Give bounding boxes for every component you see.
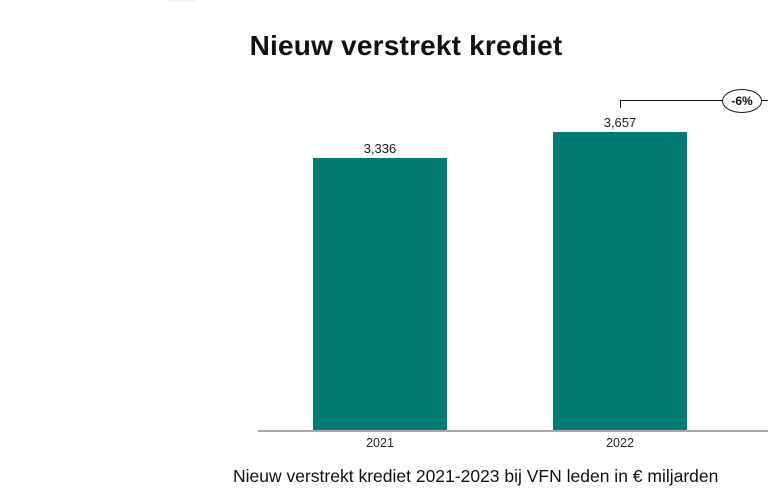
bar-value-label-2022: 3,657 <box>603 115 637 130</box>
change-bracket-line <box>620 100 768 101</box>
x-axis-line <box>258 430 768 432</box>
x-tick-label-2021: 2021 <box>366 436 394 450</box>
bar-value-label-2021: 3,336 <box>363 141 397 156</box>
chart-title: Nieuw verstrekt krediet <box>249 30 563 61</box>
change-percent-badge: -6% <box>722 89 762 113</box>
bar-2021 <box>313 158 447 430</box>
change-bracket-tick <box>620 100 621 108</box>
top-edge-artifact <box>168 0 196 2</box>
bar-2022 <box>553 132 687 430</box>
chart-caption: Nieuw verstrekt krediet 2021-2023 bij VF… <box>233 466 719 486</box>
x-tick-label-2022: 2022 <box>606 436 634 450</box>
